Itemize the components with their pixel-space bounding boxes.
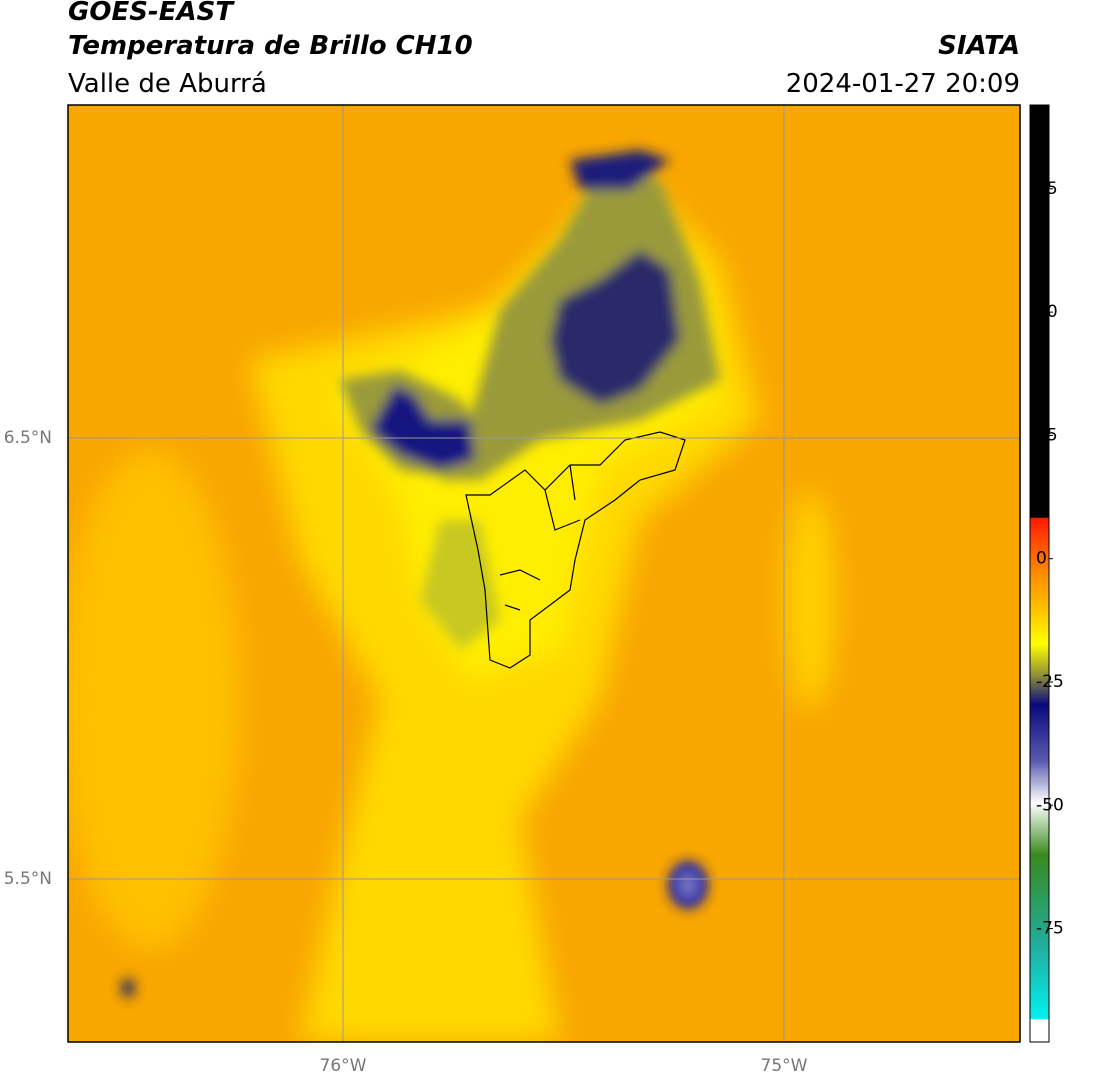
colorbar-tick-label: 25 xyxy=(1036,425,1058,445)
lon-label: 76°W xyxy=(320,1056,367,1076)
datetime: 2024-01-27 20:09 xyxy=(786,69,1020,99)
title: GOES-EAST xyxy=(68,0,235,27)
colorbar-tick-label: -75 xyxy=(1036,919,1064,939)
lon-label: 75°W xyxy=(761,1056,808,1076)
lat-label: 6.5°N xyxy=(4,428,52,448)
colorbar-tick-label: 75 xyxy=(1036,179,1058,199)
colorbar-tick-label: -50 xyxy=(1036,795,1064,815)
colorbar-tick-label: 0 xyxy=(1036,549,1047,569)
source: SIATA xyxy=(938,31,1020,61)
region: Valle de Aburrá xyxy=(68,69,267,99)
colorbar xyxy=(1029,104,1050,1043)
subtitle: Temperatura de Brillo CH10 xyxy=(68,31,473,61)
map-image xyxy=(68,105,1020,1042)
colorbar-tick-label: -25 xyxy=(1036,672,1064,692)
lat-label: 5.5°N xyxy=(4,869,52,889)
map-frame xyxy=(67,104,1021,1043)
colorbar-tick-label: 50 xyxy=(1036,302,1058,322)
